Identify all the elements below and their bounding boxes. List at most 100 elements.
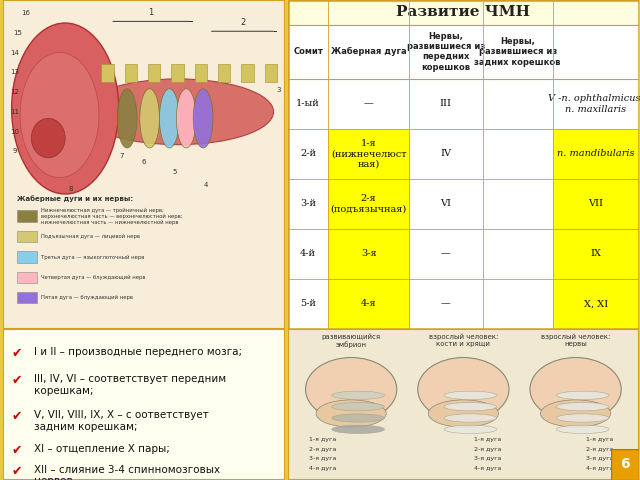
- Text: VI: VI: [440, 199, 451, 208]
- Circle shape: [31, 119, 65, 158]
- Text: 10: 10: [10, 129, 19, 134]
- Ellipse shape: [316, 400, 386, 427]
- FancyBboxPatch shape: [409, 179, 483, 229]
- Ellipse shape: [444, 414, 497, 422]
- FancyBboxPatch shape: [553, 279, 639, 329]
- FancyBboxPatch shape: [241, 64, 253, 82]
- Ellipse shape: [541, 400, 611, 427]
- Text: 6: 6: [620, 457, 630, 471]
- Text: Нервы,
развившиеся из
задних корешков: Нервы, развившиеся из задних корешков: [474, 37, 561, 67]
- Text: 12: 12: [10, 89, 19, 95]
- Text: 1-я дуга: 1-я дуга: [309, 437, 336, 442]
- Text: 2-й: 2-й: [300, 149, 316, 158]
- Text: 11: 11: [10, 109, 19, 115]
- FancyBboxPatch shape: [17, 292, 37, 303]
- FancyBboxPatch shape: [264, 64, 277, 82]
- FancyBboxPatch shape: [483, 279, 553, 329]
- Text: 3-я: 3-я: [361, 249, 376, 258]
- Ellipse shape: [177, 89, 196, 148]
- Text: 1-я
(нижнечелюст
ная): 1-я (нижнечелюст ная): [331, 139, 406, 169]
- Text: 3: 3: [276, 87, 281, 93]
- Text: X, XI: X, XI: [584, 300, 608, 308]
- Text: 5-й: 5-й: [300, 300, 316, 308]
- FancyBboxPatch shape: [218, 64, 230, 82]
- Text: ✔: ✔: [12, 444, 22, 456]
- Text: n. mandibularis: n. mandibularis: [557, 149, 634, 158]
- Text: —: —: [364, 99, 374, 108]
- Ellipse shape: [556, 391, 609, 399]
- Text: Нервы,
развившиеся из
передних
корешков: Нервы, развившиеся из передних корешков: [406, 32, 485, 72]
- Text: 1-я дуга: 1-я дуга: [586, 437, 613, 442]
- FancyBboxPatch shape: [125, 64, 137, 82]
- Text: V -n. ophthalmicus,
n. maxillaris: V -n. ophthalmicus, n. maxillaris: [548, 94, 640, 114]
- FancyBboxPatch shape: [3, 329, 285, 480]
- FancyBboxPatch shape: [17, 251, 37, 263]
- FancyBboxPatch shape: [288, 0, 639, 24]
- Ellipse shape: [12, 23, 118, 194]
- Ellipse shape: [159, 89, 179, 148]
- Text: III: III: [440, 99, 452, 108]
- Text: 1: 1: [148, 8, 154, 17]
- Text: 3-я дуга: 3-я дуга: [586, 456, 614, 461]
- FancyBboxPatch shape: [148, 64, 160, 82]
- Text: 4: 4: [204, 182, 208, 189]
- Text: 3-я дуга: 3-я дуга: [474, 456, 501, 461]
- FancyBboxPatch shape: [17, 231, 37, 242]
- Text: 3-й: 3-й: [300, 199, 316, 208]
- Ellipse shape: [418, 358, 509, 421]
- FancyBboxPatch shape: [195, 64, 207, 82]
- Text: развивающийся
эмбрион: развивающийся эмбрион: [321, 333, 381, 348]
- FancyBboxPatch shape: [171, 64, 184, 82]
- Text: III, IV, VI – соответствует передним
корешкам;: III, IV, VI – соответствует передним кор…: [34, 374, 227, 396]
- Text: 2: 2: [240, 18, 245, 27]
- FancyBboxPatch shape: [409, 129, 483, 179]
- FancyBboxPatch shape: [328, 129, 409, 179]
- Text: Пятая дуга — блуждающий нерв: Пятая дуга — блуждающий нерв: [41, 295, 133, 300]
- FancyBboxPatch shape: [483, 129, 553, 179]
- FancyBboxPatch shape: [288, 329, 639, 480]
- FancyBboxPatch shape: [288, 179, 328, 229]
- Ellipse shape: [444, 425, 497, 433]
- Text: 14: 14: [10, 49, 19, 56]
- Text: XI – отщепление X пары;: XI – отщепление X пары;: [34, 444, 170, 454]
- Text: IV: IV: [440, 149, 451, 158]
- Text: 4-я дуга: 4-я дуга: [309, 466, 337, 471]
- FancyBboxPatch shape: [328, 179, 409, 229]
- Text: ✔: ✔: [12, 410, 22, 423]
- FancyBboxPatch shape: [288, 24, 639, 79]
- Text: ✔: ✔: [12, 347, 22, 360]
- FancyBboxPatch shape: [288, 79, 328, 129]
- Ellipse shape: [82, 79, 273, 144]
- Text: Жаберная дуга: Жаберная дуга: [331, 47, 406, 56]
- Ellipse shape: [20, 53, 99, 178]
- FancyBboxPatch shape: [409, 79, 483, 129]
- Ellipse shape: [556, 425, 609, 433]
- FancyBboxPatch shape: [288, 0, 639, 329]
- Text: Сомит: Сомит: [293, 48, 323, 56]
- FancyBboxPatch shape: [483, 229, 553, 279]
- Ellipse shape: [530, 358, 621, 421]
- Ellipse shape: [332, 425, 385, 433]
- Text: IX: IX: [590, 249, 601, 258]
- Text: 6: 6: [141, 159, 147, 166]
- Text: —: —: [441, 249, 451, 258]
- Ellipse shape: [332, 414, 385, 422]
- FancyBboxPatch shape: [611, 449, 639, 480]
- Ellipse shape: [444, 391, 497, 399]
- Text: 1-ый: 1-ый: [296, 99, 320, 108]
- Text: 8: 8: [68, 186, 73, 192]
- Ellipse shape: [117, 89, 137, 148]
- Text: Жаберные дуги и их нервы:: Жаберные дуги и их нервы:: [17, 195, 133, 202]
- FancyBboxPatch shape: [288, 129, 328, 179]
- Ellipse shape: [193, 89, 213, 148]
- Ellipse shape: [332, 403, 385, 411]
- FancyBboxPatch shape: [483, 179, 553, 229]
- Text: 15: 15: [13, 30, 22, 36]
- Text: взрослый человек:
кости и хрящи: взрослый человек: кости и хрящи: [429, 333, 498, 347]
- Text: 4-й: 4-й: [300, 249, 316, 258]
- FancyBboxPatch shape: [553, 129, 639, 179]
- Text: 7: 7: [119, 153, 124, 159]
- FancyBboxPatch shape: [328, 229, 409, 279]
- Ellipse shape: [140, 89, 159, 148]
- Text: ✔: ✔: [12, 374, 22, 387]
